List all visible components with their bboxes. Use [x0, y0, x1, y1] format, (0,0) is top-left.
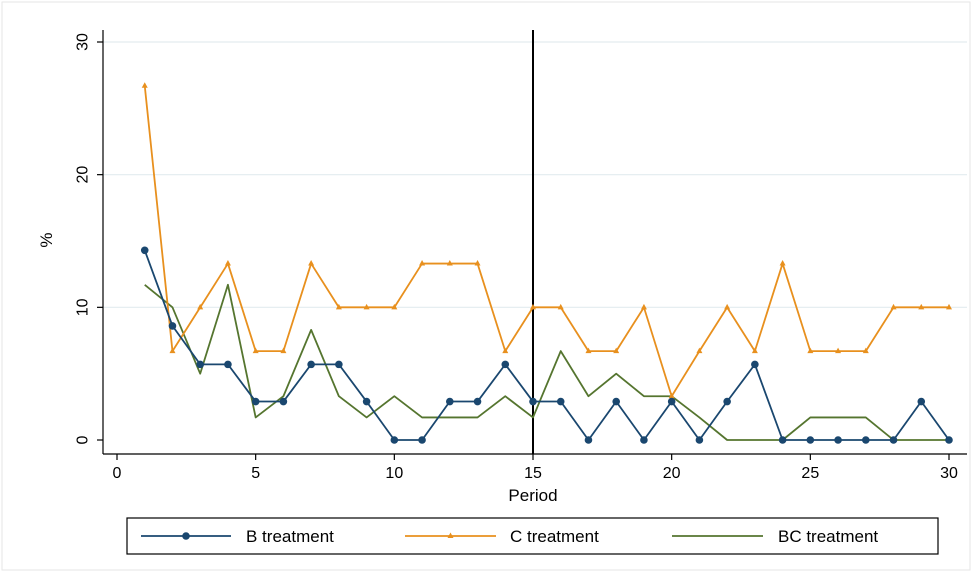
- data-point: [640, 436, 648, 444]
- data-point: [835, 347, 842, 354]
- data-point: [473, 397, 482, 406]
- legend-label: B treatment: [246, 527, 334, 546]
- data-point: [362, 397, 371, 406]
- data-point: [530, 303, 536, 310]
- y-tick-label: 0: [75, 435, 92, 444]
- data-point: [363, 303, 370, 310]
- data-point: [141, 82, 148, 88]
- axes: [102, 30, 967, 455]
- y-axis-title: %: [37, 232, 56, 247]
- y-tick-label: 20: [75, 166, 92, 184]
- data-point: [419, 260, 426, 266]
- data-point: [695, 436, 704, 444]
- data-point: [251, 397, 260, 406]
- data-point: [806, 436, 815, 444]
- data-point: [613, 347, 620, 354]
- data-point: [862, 347, 869, 354]
- data-point: [918, 303, 925, 310]
- data-point: [529, 397, 537, 406]
- y-tick-label: 10: [75, 298, 92, 316]
- data-point: [446, 397, 454, 406]
- data-point: [197, 303, 204, 310]
- data-point: [917, 397, 926, 406]
- data-point: [391, 303, 398, 310]
- x-tick-label: 30: [940, 465, 958, 482]
- data-point: [640, 303, 647, 310]
- data-point: [196, 360, 204, 369]
- data-point: [778, 436, 787, 444]
- data-point: [252, 347, 259, 354]
- data-point: [308, 260, 315, 266]
- data-point: [751, 347, 758, 354]
- data-point: [696, 347, 703, 354]
- series-line-0: [143, 249, 950, 441]
- data-point: [723, 397, 731, 406]
- series-line-2: [144, 283, 949, 441]
- series-line-1: [143, 85, 949, 398]
- data-point: [279, 397, 288, 406]
- ticks: 0 10 20 30 0 5 10 15 20 25 30: [75, 33, 958, 482]
- legend-label: BC treatment: [778, 527, 878, 546]
- data-point: [224, 260, 231, 266]
- data-point: [889, 436, 898, 444]
- legend-label: C treatment: [510, 527, 599, 546]
- data-point: [168, 322, 177, 330]
- data-point: [307, 360, 315, 369]
- data-point: [779, 260, 786, 266]
- data-point: [474, 260, 481, 266]
- data-point: [834, 436, 842, 444]
- data-point: [667, 397, 676, 406]
- data-point: [418, 436, 426, 444]
- x-axis-title: Period: [508, 486, 557, 505]
- x-tick-label: 25: [801, 465, 819, 482]
- data-point: [751, 360, 759, 369]
- x-tick-label: 0: [113, 465, 122, 482]
- x-tick-label: 10: [385, 465, 403, 482]
- legend-marker: [182, 532, 190, 540]
- legend-marker: [447, 532, 454, 538]
- data-point: [502, 347, 509, 354]
- data-point: [335, 360, 343, 369]
- data-point: [584, 436, 593, 444]
- data-point: [862, 436, 870, 444]
- data-point: [446, 260, 453, 266]
- data-point: [280, 347, 287, 354]
- legend-box: [126, 517, 939, 555]
- data-point: [140, 246, 149, 255]
- data-point: [501, 360, 510, 369]
- data-point: [807, 347, 814, 354]
- data-point: [612, 397, 620, 406]
- data-point: [557, 303, 564, 310]
- data-point: [668, 392, 675, 399]
- data-point: [224, 360, 232, 369]
- data-point: [556, 397, 565, 406]
- legend: B treatment C treatment BC treatment: [126, 517, 939, 555]
- data-point: [945, 436, 953, 444]
- data-point: [335, 303, 342, 310]
- data-point: [946, 303, 952, 310]
- data-point: [169, 347, 176, 354]
- x-tick-label: 20: [663, 465, 681, 482]
- data-point: [890, 303, 897, 310]
- data-point: [585, 347, 592, 354]
- y-tick-label: 30: [75, 33, 92, 51]
- x-tick-label: 15: [524, 465, 542, 482]
- series: [140, 82, 953, 444]
- data-point: [390, 436, 399, 444]
- data-point: [724, 303, 731, 310]
- x-tick-label: 5: [251, 465, 260, 482]
